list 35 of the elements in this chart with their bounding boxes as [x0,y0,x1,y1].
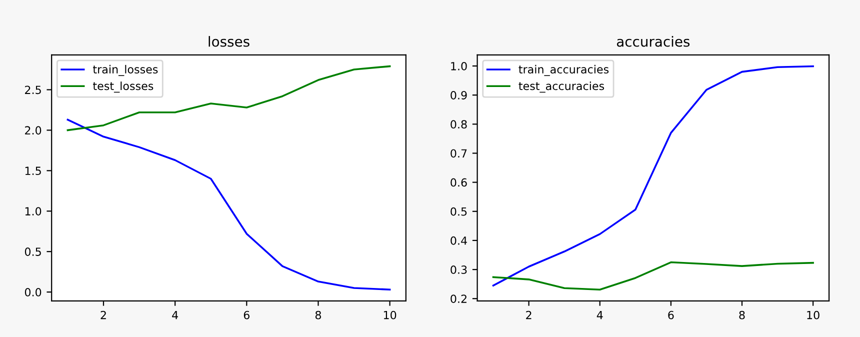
line-series [66,65,391,132]
y-tick-label: 2.0 [25,126,42,135]
y-tick-label: 0.8 [450,120,467,129]
y-tick-label: 1.0 [25,207,42,216]
chart-title: losses [208,36,250,47]
y-tick-label: 0.2 [450,294,466,303]
x-tick-label: 8 [739,310,745,320]
line-series [492,65,814,286]
x-tick-label: 6 [244,310,250,320]
x-tick-label: 2 [100,310,106,320]
legend-label: train_accuracies [518,64,609,76]
y-tick-label: 1.5 [25,166,41,176]
y-tick-label: 0.7 [450,149,467,158]
legend-label: train_losses [93,64,158,76]
y-tick-label: 0.3 [450,266,467,274]
y-tick-label: 1.0 [451,62,467,70]
x-tick-label: 10 [807,310,820,320]
y-tick-label: 0.5 [450,207,467,216]
y-tick-label: 0.5 [24,248,41,256]
x-tick-label: 4 [596,311,603,320]
x-tick-label: 4 [172,311,178,320]
line-series [66,118,391,291]
x-tick-label: 2 [526,310,532,320]
x-tick-label: 8 [315,310,322,320]
y-tick-label: 2.5 [25,86,41,94]
y-tick-label: 0.4 [450,236,467,245]
x-tick-label: 6 [668,310,674,320]
y-tick-label: 0.6 [450,178,467,187]
x-tick-label: 10 [384,310,396,320]
line-series [492,261,814,291]
chart-title: accuracies [616,36,690,47]
legend-label: test_accuracies [518,82,604,93]
y-tick-label: 0.9 [450,91,467,100]
y-tick-label: 0.0 [24,288,42,296]
legend-label: test_losses [93,82,154,93]
